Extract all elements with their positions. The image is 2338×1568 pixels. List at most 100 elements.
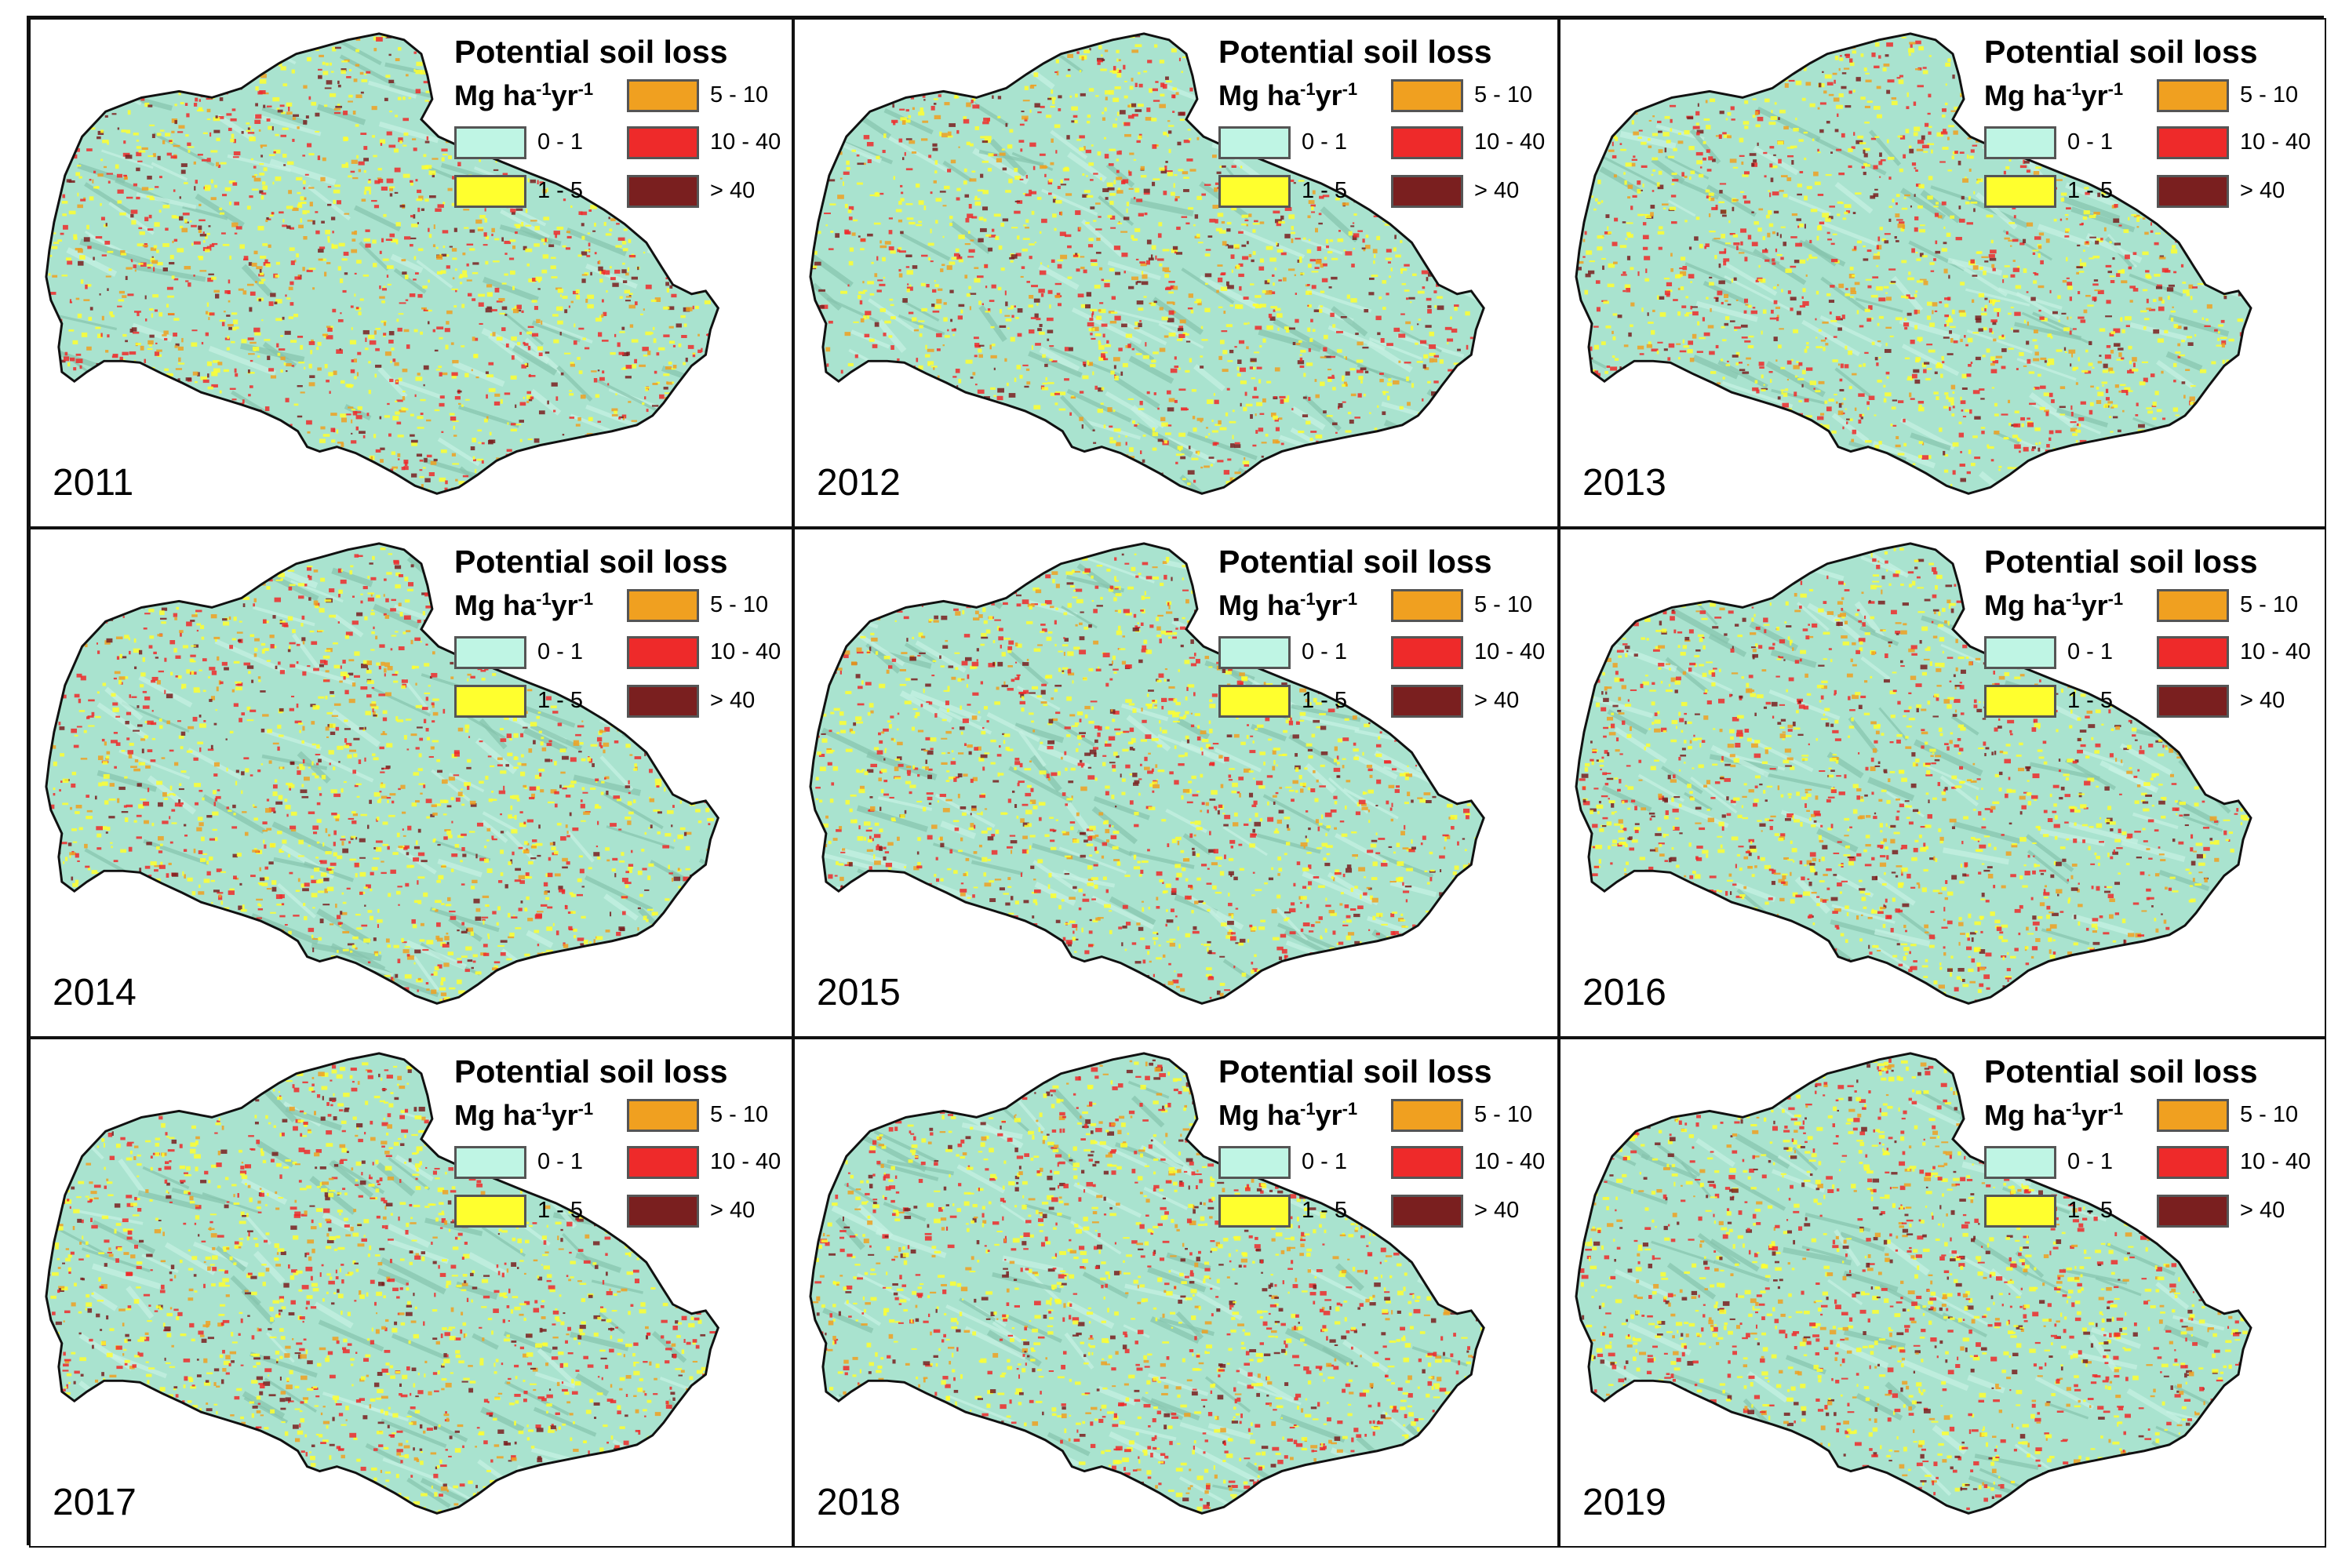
legend-label: 0 - 1 (2067, 1149, 2113, 1175)
legend-swatch (2157, 175, 2229, 208)
legend-swatch (1984, 636, 2056, 669)
legend-swatch (627, 1195, 699, 1228)
legend-swatch (627, 636, 699, 669)
legend-swatch (2157, 79, 2229, 112)
legend-swatch (1391, 1195, 1463, 1228)
map-panel-2016: Potential soil loss Mg ha-1yr-1 0 - 1 1 - 5… (1559, 528, 2326, 1038)
legend-label: 1 - 5 (2067, 688, 2113, 714)
map-grid: Potential soil loss Mg ha-1yr-1 0 - 1 1 - 5… (27, 16, 2326, 1548)
legend-label: 10 - 40 (1474, 129, 1545, 155)
year-label: 2015 (817, 971, 901, 1014)
legend-swatch (627, 1146, 699, 1179)
legend-swatch (1391, 685, 1463, 718)
legend-unit: Mg ha-1yr-1 (1218, 1099, 1357, 1132)
legend: Potential soil loss Mg ha-1yr-1 0 - 1 1 - 5… (1218, 34, 1557, 214)
legend-label: > 40 (1474, 1198, 1519, 1224)
legend-title: Potential soil loss (1984, 34, 2258, 71)
study-area-boundary (1575, 32, 2252, 495)
study-area-boundary (45, 32, 720, 495)
legend-label: > 40 (2240, 178, 2285, 204)
legend-swatch (1984, 175, 2056, 208)
study-area-boundary (809, 1052, 1485, 1515)
legend-title: Potential soil loss (1218, 34, 1492, 71)
legend-swatch (1391, 1146, 1463, 1179)
legend: Potential soil loss Mg ha-1yr-1 0 - 1 1 - 5… (1984, 34, 2325, 214)
year-label: 2019 (1582, 1481, 1666, 1524)
legend-unit: Mg ha-1yr-1 (454, 589, 593, 622)
map-panel-2012: Potential soil loss Mg ha-1yr-1 0 - 1 1 - 5… (793, 18, 1559, 528)
legend-swatch (1218, 1195, 1291, 1228)
legend-swatch (1984, 126, 2056, 159)
map-panel-2015: Potential soil loss Mg ha-1yr-1 0 - 1 1 - 5… (793, 528, 1559, 1038)
legend-label: > 40 (2240, 688, 2285, 714)
legend-swatch (1218, 126, 1291, 159)
year-label: 2014 (53, 971, 137, 1014)
map-panel-2014: Potential soil loss Mg ha-1yr-1 0 - 1 1 - 5… (29, 528, 793, 1038)
soil-loss-map (45, 542, 720, 1005)
legend-label: > 40 (710, 688, 755, 714)
soil-loss-map (809, 32, 1485, 495)
legend-label: 10 - 40 (710, 129, 781, 155)
study-area-boundary (1575, 1052, 2252, 1515)
map-panel-2013: Potential soil loss Mg ha-1yr-1 0 - 1 1 - 5… (1559, 18, 2326, 528)
legend-label: > 40 (1474, 178, 1519, 204)
legend-label: 5 - 10 (710, 82, 768, 108)
legend-unit: Mg ha-1yr-1 (1984, 1099, 2123, 1132)
study-area-boundary (809, 542, 1485, 1005)
legend-swatch (1984, 1146, 2056, 1179)
legend-swatch (2157, 685, 2229, 718)
legend-label: 1 - 5 (1302, 1198, 1347, 1224)
legend-swatch (454, 1146, 526, 1179)
legend-label: 5 - 10 (1474, 1102, 1532, 1128)
legend-title: Potential soil loss (454, 34, 728, 71)
legend-swatch (1984, 685, 2056, 718)
soil-loss-map (809, 1052, 1485, 1515)
legend-label: 1 - 5 (1302, 688, 1347, 714)
study-area-boundary (1575, 542, 2252, 1005)
legend-label: > 40 (710, 178, 755, 204)
legend-swatch (627, 79, 699, 112)
legend-swatch (1391, 79, 1463, 112)
legend-label: 5 - 10 (2240, 592, 2298, 618)
legend-label: 5 - 10 (2240, 82, 2298, 108)
legend-swatch (627, 175, 699, 208)
legend-label: 10 - 40 (710, 1149, 781, 1175)
study-area-fill (1576, 1053, 2251, 1514)
map-panel-2018: Potential soil loss Mg ha-1yr-1 0 - 1 1 - 5… (793, 1038, 1559, 1548)
soil-loss-map (45, 1052, 720, 1515)
legend-swatch (2157, 636, 2229, 669)
legend-swatch (627, 126, 699, 159)
legend-label: 10 - 40 (2240, 639, 2311, 665)
map-panel-2011: Potential soil loss Mg ha-1yr-1 0 - 1 1 - 5… (29, 18, 793, 528)
legend-unit: Mg ha-1yr-1 (454, 1099, 593, 1132)
study-area-fill (810, 543, 1484, 1004)
legend-label: 10 - 40 (710, 639, 781, 665)
study-area-boundary (45, 1052, 720, 1515)
soil-loss-map (809, 542, 1485, 1005)
legend-swatch (454, 685, 526, 718)
legend-swatch (2157, 126, 2229, 159)
legend-swatch (1391, 126, 1463, 159)
legend-label: > 40 (2240, 1198, 2285, 1224)
legend-title: Potential soil loss (1984, 544, 2258, 580)
legend-swatch (2157, 1146, 2229, 1179)
legend-swatch (2157, 1195, 2229, 1228)
legend-swatch (2157, 1099, 2229, 1132)
study-area-fill (46, 543, 719, 1004)
map-panel-2019: Potential soil loss Mg ha-1yr-1 0 - 1 1 - 5… (1559, 1038, 2326, 1548)
legend-title: Potential soil loss (1218, 544, 1492, 580)
year-label: 2011 (53, 461, 133, 504)
legend: Potential soil loss Mg ha-1yr-1 0 - 1 1 - 5… (454, 1053, 792, 1234)
legend-label: 5 - 10 (710, 1102, 768, 1128)
legend-unit: Mg ha-1yr-1 (1218, 79, 1357, 112)
legend: Potential soil loss Mg ha-1yr-1 0 - 1 1 - 5… (454, 34, 792, 214)
legend: Potential soil loss Mg ha-1yr-1 0 - 1 1 - 5… (1984, 1053, 2325, 1234)
legend-label: 5 - 10 (710, 592, 768, 618)
legend-label: 0 - 1 (1302, 1149, 1347, 1175)
legend-label: 10 - 40 (1474, 1149, 1545, 1175)
legend-label: 1 - 5 (537, 178, 583, 204)
legend-label: > 40 (1474, 688, 1519, 714)
legend-swatch (627, 1099, 699, 1132)
legend-swatch (1218, 636, 1291, 669)
year-label: 2012 (817, 461, 901, 504)
